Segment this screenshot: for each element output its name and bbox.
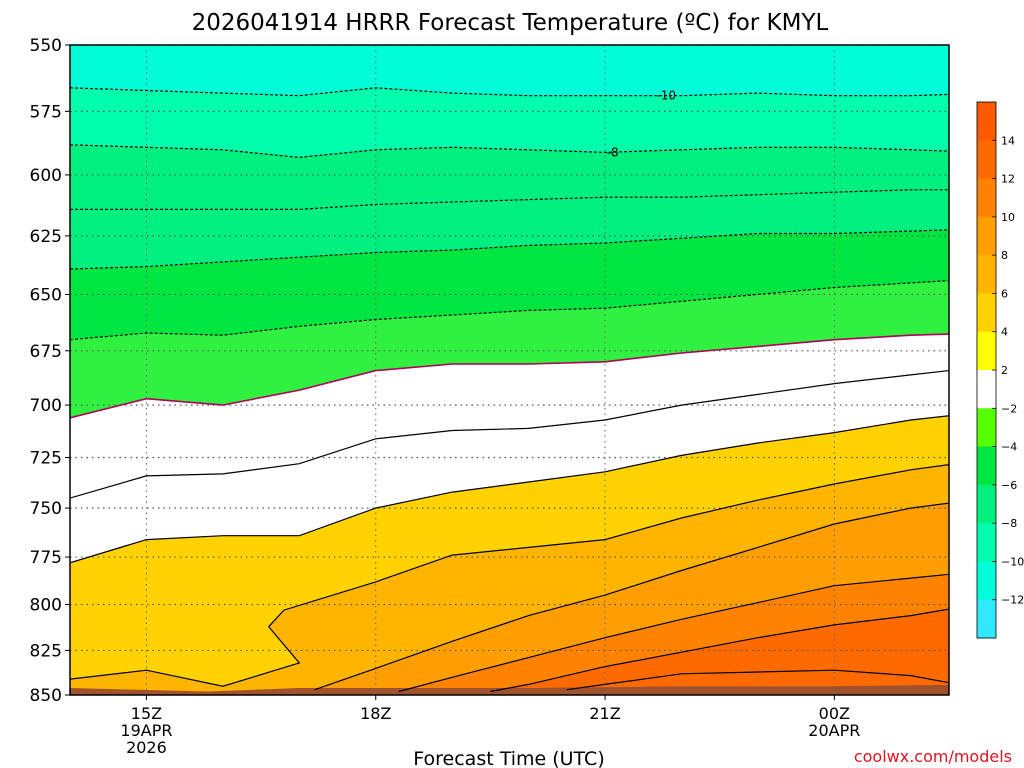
contour-label: -10	[656, 89, 676, 103]
chart-title: 2026041914 HRRR Forecast Temperature (ºC…	[192, 10, 829, 36]
colorbar-label: 12	[1001, 173, 1015, 186]
x-tick-label: 15Z	[131, 704, 162, 723]
plot-frame	[69, 44, 950, 696]
y-tick-label: 625	[30, 227, 62, 247]
plot-fill-bands	[70, 45, 949, 695]
colorbar-label: 4	[1001, 326, 1008, 339]
plot-grid	[70, 45, 949, 695]
colorbar-swatch	[977, 102, 996, 141]
contour-line	[70, 279, 949, 341]
colorbar-swatch	[977, 140, 996, 180]
colorbar-label: −6	[1001, 479, 1017, 492]
x-axis: 15Z19APR202618Z21Z00Z20APR03Z06Z	[120, 695, 860, 757]
y-tick-label: 725	[30, 448, 62, 468]
colorbar-swatch	[977, 408, 996, 448]
y-tick-label: 825	[30, 641, 62, 661]
y-tick-label: 550	[30, 36, 62, 56]
y-tick-label: 575	[30, 102, 62, 122]
colorbar-label: −10	[1001, 555, 1024, 568]
x-tick-label: 00Z	[819, 704, 850, 723]
colorbar-label: 6	[1001, 287, 1008, 300]
contour-line	[70, 189, 949, 210]
colorbar-label: −4	[1001, 441, 1017, 454]
y-tick-label: 800	[30, 595, 62, 615]
credit-text: coolwx.com/models	[854, 747, 1012, 766]
contour-line	[398, 573, 949, 693]
y-tick-label: 675	[30, 342, 62, 362]
colorbar-swatch	[977, 216, 996, 256]
contour-line	[314, 502, 949, 691]
colorbar-label: 10	[1001, 211, 1015, 224]
y-tick-label: 650	[30, 285, 62, 305]
x-tick-date-label: 20APR	[808, 721, 860, 740]
colorbar-swatch	[977, 255, 996, 294]
y-axis: 550 575 600 625 650 675 700 725 750 775 800 825 850	[30, 36, 70, 706]
contour-line	[490, 608, 949, 693]
colorbar-swatch	[977, 599, 996, 639]
y-tick-label: 700	[30, 396, 62, 416]
x-tick-year-label: 2026	[126, 738, 167, 757]
colorbar-label: −8	[1001, 517, 1017, 530]
terrain-ground	[70, 684, 949, 695]
colorbar-label: −2	[1001, 402, 1017, 415]
y-tick-label: 775	[30, 548, 62, 568]
colorbar-swatch	[977, 331, 996, 371]
colorbar-label: −12	[1001, 594, 1024, 607]
contour-line	[70, 369, 949, 499]
x-tick-label: 21Z	[589, 704, 620, 723]
colorbar-label: 14	[1001, 134, 1015, 147]
contour-line	[70, 333, 949, 419]
contour-line	[70, 229, 949, 270]
colorbar-swatch	[977, 523, 996, 562]
x-tick-label: 18Z	[360, 704, 391, 723]
contour-label: -8	[607, 145, 619, 159]
colorbar-swatch	[977, 370, 996, 409]
colorbar-legend: 14 12 10 8 6 4 2 −2 −4 −6 −8 −10 −12	[976, 101, 1024, 639]
x-axis-label: Forecast Time (UTC)	[413, 748, 604, 768]
colorbar-swatch	[977, 446, 996, 486]
colorbar-swatch	[977, 484, 996, 524]
contour-lines: -10-8-6-20412	[70, 87, 949, 693]
contour-line	[70, 415, 949, 564]
contour-line	[70, 87, 949, 97]
y-tick-label: 850	[30, 686, 62, 706]
x-tick-date-label: 19APR	[120, 721, 172, 740]
y-tick-label: 600	[30, 166, 62, 186]
contour-line	[70, 144, 949, 159]
colorbar-swatch	[977, 561, 996, 601]
contour-line	[566, 669, 949, 692]
contour-line	[70, 464, 949, 687]
y-tick-label: 750	[30, 499, 62, 519]
colorbar-swatch	[977, 178, 996, 218]
colorbar-label: 2	[1001, 364, 1008, 377]
colorbar-swatch	[977, 293, 996, 333]
colorbar-label: 8	[1001, 249, 1008, 262]
